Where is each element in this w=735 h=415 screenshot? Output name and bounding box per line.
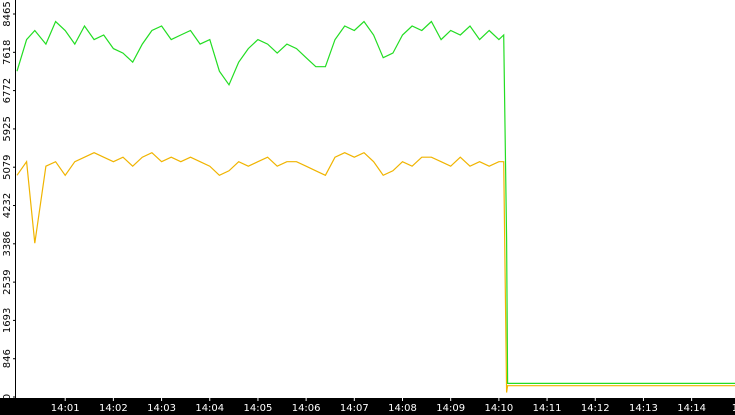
x-tick-label: 14: [732,403,735,414]
y-tick-label: 8465 [2,1,13,26]
x-tick-label: 14:03 [147,403,176,414]
x-tick-label: 14:11 [533,403,562,414]
y-tick-label: 7618 [2,40,13,65]
x-tick-label: 14:04 [195,403,224,414]
series-line [16,151,735,393]
x-tick-label: 14:05 [244,403,273,414]
series-line [16,20,735,384]
x-tick-label: 14:08 [388,403,417,414]
x-tick-label: 14:07 [340,403,369,414]
x-tick-label: 14:12 [581,403,610,414]
y-tick-label: 0 [2,394,13,400]
x-tick-label: 14:01 [51,403,80,414]
y-tick-label: 3386 [2,231,13,256]
x-axis-bar [0,398,735,415]
x-tick-label: 14:09 [436,403,465,414]
x-tick-label: 14:14 [677,403,706,414]
y-tick-label: 5079 [2,154,13,179]
y-tick-label: 4232 [2,193,13,218]
x-tick-label: 14:02 [99,403,128,414]
x-tick-label: 14:10 [484,403,513,414]
y-tick-label: 1693 [2,308,13,333]
x-tick-label: 14:06 [292,403,321,414]
y-tick-label: 2539 [2,269,13,294]
y-tick-label: 846 [2,349,13,368]
y-tick-label: 5925 [2,116,13,141]
x-tick-label: 14:13 [629,403,658,414]
y-tick-label: 6772 [2,78,13,103]
